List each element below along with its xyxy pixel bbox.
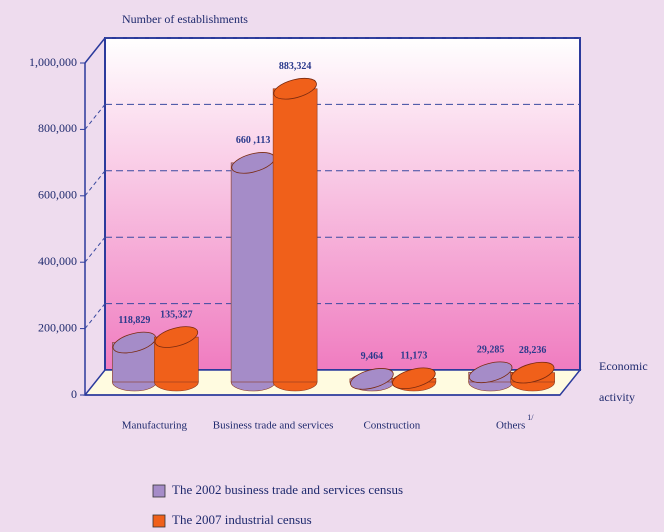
y-tick-label: 200,000: [38, 320, 77, 334]
x-tick-label: Others: [496, 420, 525, 432]
legend-label: The 2007 industrial census: [172, 512, 312, 527]
bar: [272, 77, 318, 392]
back-wall: [104, 37, 581, 371]
bar-top: [273, 77, 317, 100]
y-axis-title: Number of establishments: [122, 12, 248, 26]
bar: [391, 367, 437, 392]
value-label: 118,829: [118, 315, 150, 326]
value-label: 883,324: [279, 61, 312, 72]
x-tick-label: Manufacturing: [122, 420, 188, 432]
bar: [349, 368, 395, 392]
x-axis-title: activity: [599, 390, 635, 404]
bar-top: [392, 367, 436, 390]
value-label: 29,285: [477, 345, 505, 356]
y-tick-label: 1,000,000: [29, 55, 77, 69]
x-axis-title: Economic: [599, 359, 648, 373]
bar-top: [468, 361, 513, 384]
value-label: 11,173: [400, 351, 427, 362]
y-tick-label: 800,000: [38, 121, 77, 135]
bar-body: [230, 162, 276, 383]
bar: [154, 326, 199, 392]
y-tick-label: 600,000: [38, 188, 77, 202]
bar-top: [510, 361, 555, 384]
x-tick-label: Business trade and services: [213, 420, 334, 432]
value-label: 28,236: [519, 345, 547, 356]
value-label: 135,327: [160, 309, 193, 320]
bar-top: [350, 368, 394, 390]
bar: [230, 152, 276, 392]
bar-body: [272, 88, 318, 383]
grid-depth: [84, 236, 106, 263]
x-tick-label: Construction: [363, 420, 420, 432]
bar: [112, 331, 157, 392]
bar: [510, 361, 555, 392]
value-label: 660 ,113: [236, 135, 270, 146]
value-label: 9,464: [361, 351, 384, 362]
legend-swatch: [152, 484, 166, 498]
y-axis-depth: [84, 37, 106, 64]
legend-swatch: [152, 514, 166, 528]
bar-top: [154, 326, 199, 348]
grid-depth: [84, 170, 106, 197]
legend-label: The 2002 business trade and services cen…: [172, 482, 403, 497]
grid-depth: [84, 303, 106, 329]
footnote-mark: 1/: [527, 413, 534, 422]
y-tick-label: 0: [71, 387, 77, 401]
y-tick-label: 400,000: [38, 254, 77, 268]
grid-depth: [84, 104, 106, 130]
